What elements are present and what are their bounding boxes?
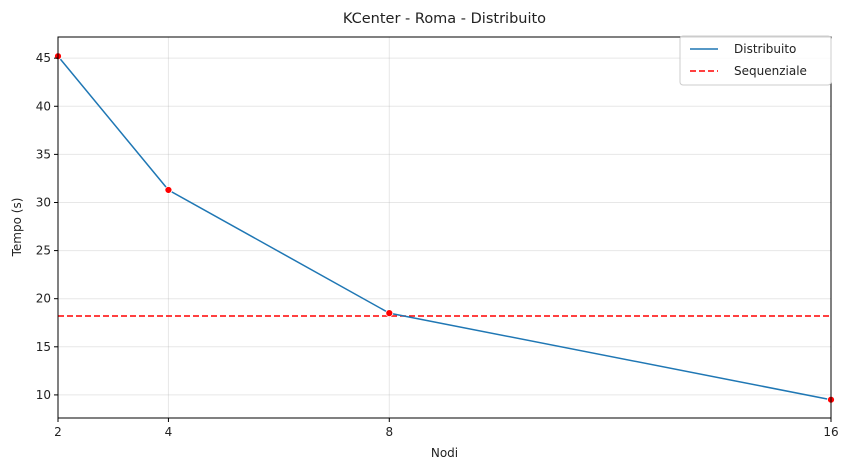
legend-label-sequenziale: Sequenziale bbox=[734, 64, 807, 78]
y-tick-label: 40 bbox=[36, 99, 51, 113]
y-tick-label: 20 bbox=[36, 292, 51, 306]
x-axis-label: Nodi bbox=[431, 446, 458, 460]
data-point-distribuito bbox=[385, 309, 394, 318]
y-tick-label: 35 bbox=[36, 147, 51, 161]
x-tick-label: 8 bbox=[385, 425, 393, 439]
chart-title: KCenter - Roma - Distribuito bbox=[343, 11, 546, 27]
y-axis-label: Tempo (s) bbox=[10, 198, 24, 258]
x-tick-label: 2 bbox=[54, 425, 62, 439]
y-tick-label: 10 bbox=[36, 388, 51, 402]
y-tick-label: 15 bbox=[36, 340, 51, 354]
legend: Distribuito Sequenziale bbox=[679, 35, 832, 86]
y-tick-label: 25 bbox=[36, 244, 51, 258]
x-tick-label: 16 bbox=[823, 425, 838, 439]
ticks-layer: 10 15 20 25 30 35 40 45 2 4 8 16 bbox=[36, 51, 839, 439]
plot-frame bbox=[57, 36, 832, 419]
x-tick-label: 4 bbox=[165, 425, 173, 439]
data-point-distribuito bbox=[164, 186, 173, 194]
y-tick-label: 30 bbox=[36, 195, 51, 209]
series-layer bbox=[54, 52, 835, 404]
legend-label-distribuito: Distribuito bbox=[734, 42, 796, 56]
y-tick-label: 45 bbox=[36, 51, 51, 65]
series-line-distribuito bbox=[57, 55, 832, 401]
